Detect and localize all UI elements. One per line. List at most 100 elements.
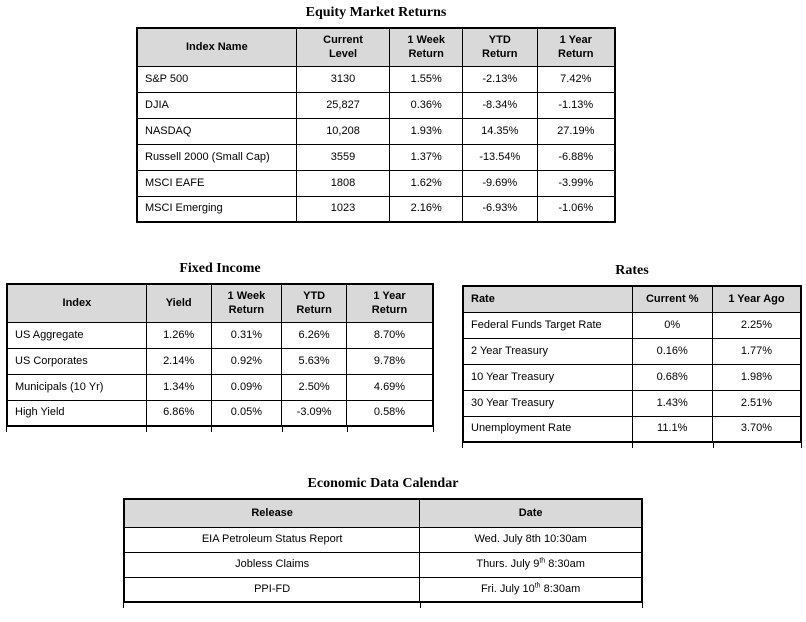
fixed-row-municipals: Municipals (10 Yr) 1.34% 0.09% 2.50% 4.6… [6,373,434,401]
date-text: Thurs. July 9 [476,558,540,570]
value-cell: 1.62% [389,169,463,197]
rates-col-1year-ago: 1 Year Ago [711,285,802,313]
equity-col-current-level: Current Level [295,27,391,67]
row-label-cell: 10 Year Treasury [462,363,633,391]
value-cell: 0% [631,311,713,339]
value-cell: -13.54% [462,143,538,171]
value-cell: 10,208 [295,117,391,145]
value-cell: 1.98% [711,363,802,391]
economic-calendar-table: Release Date EIA Petroleum Status Report… [123,498,643,603]
value-cell: -6.93% [462,195,538,223]
fixed-row-us-corporates: US Corporates 2.14% 0.92% 5.63% 9.78% [6,347,434,375]
row-label-cell: Unemployment Rate [462,415,633,443]
value-cell: 3.70% [711,415,802,443]
value-cell: 1.26% [145,321,212,349]
value-cell: 5.63% [281,347,347,375]
rates-col-rate: Rate [462,285,633,313]
rates-table: Rate Current % 1 Year Ago Federal Funds … [462,285,802,443]
fixed-income-section: Fixed Income Index Yield 1 Week Return Y… [6,261,434,432]
date-text: 8:30am [545,558,585,570]
equity-row-sp500: S&P 500 3130 1.55% -2.13% 7.42% [136,65,616,93]
equity-row-russell2000: Russell 2000 (Small Cap) 3559 1.37% -13.… [136,143,616,171]
value-cell: 0.36% [389,91,463,119]
value-cell: 0.58% [346,399,434,427]
equity-col-ytd-return: YTD Return [462,27,538,67]
value-cell: 14.35% [462,117,538,145]
rates-row-10yr-treasury: 10 Year Treasury 0.68% 1.98% [462,363,802,391]
release-cell: Jobless Claims [123,551,421,578]
date-text: Wed. July 8th 10:30am [474,533,587,545]
fixed-col-1week-return: 1 Week Return [210,283,283,323]
rates-header-row: Rate Current % 1 Year Ago [462,285,802,313]
value-cell: 2.16% [389,195,463,223]
fixed-row-high-yield: High Yield 6.86% 0.05% -3.09% 0.58% [6,399,434,427]
value-cell: 27.19% [536,117,616,145]
fixed-col-index: Index [6,283,147,323]
value-cell: -3.09% [281,399,347,427]
rates-row-2yr-treasury: 2 Year Treasury 0.16% 1.77% [462,337,802,365]
row-label-cell: US Aggregate [6,321,147,349]
value-cell: 1808 [295,169,391,197]
date-cell: Fri. July 10th 8:30am [419,576,643,603]
calendar-col-release: Release [123,498,421,528]
value-cell: 0.92% [210,347,283,375]
value-cell: -9.69% [462,169,538,197]
date-cell: Thurs. July 9th 8:30am [419,551,643,578]
rates-col-current: Current % [631,285,713,313]
value-cell: 1.43% [631,389,713,417]
row-label-cell: 30 Year Treasury [462,389,633,417]
value-cell: 8.70% [346,321,434,349]
date-text: Fri. July 10 [480,582,535,595]
value-cell: 4.69% [346,373,434,401]
row-label-cell: DJIA [136,91,297,119]
economic-calendar-title: Economic Data Calendar [307,476,459,491]
equity-returns-table: Index Name Current Level 1 Week Return Y… [136,27,616,223]
value-cell: 0.31% [210,321,283,349]
fixed-income-table: Index Yield 1 Week Return YTD Return 1 Y… [6,283,434,427]
equity-col-1year-return: 1 Year Return [536,27,616,67]
equity-row-msci-emerging: MSCI Emerging 1023 2.16% -6.93% -1.06% [136,195,616,223]
equity-col-index-name: Index Name [136,27,297,67]
rates-title: Rates [615,263,649,278]
value-cell: 1.93% [389,117,463,145]
rates-table-bottom-stub [462,443,802,448]
value-cell: 0.09% [210,373,283,401]
value-cell: 1.34% [145,373,212,401]
calendar-table-bottom-stub [123,603,643,608]
calendar-row-ppi-fd: PPI-FD Fri. July 10th 8:30am [123,576,643,603]
value-cell: -3.99% [536,169,616,197]
fixed-income-header-row: Index Yield 1 Week Return YTD Return 1 Y… [6,283,434,323]
row-label-cell: MSCI EAFE [136,169,297,197]
value-cell: 25,827 [295,91,391,119]
calendar-header-row: Release Date [123,498,643,528]
equity-header-row: Index Name Current Level 1 Week Return Y… [136,27,616,67]
value-cell: 3559 [295,143,391,171]
value-cell: 3130 [295,65,391,93]
equity-col-1week-return: 1 Week Return [389,27,463,67]
row-label-cell: NASDAQ [136,117,297,145]
calendar-row-eia-petroleum: EIA Petroleum Status Report Wed. July 8t… [123,526,643,553]
rates-row-30yr-treasury: 30 Year Treasury 1.43% 2.51% [462,389,802,417]
value-cell: 11.1% [631,415,713,443]
row-label-cell: High Yield [6,399,147,427]
value-cell: 6.26% [281,321,347,349]
value-cell: 6.86% [145,399,212,427]
row-label-cell: MSCI Emerging [136,195,297,223]
value-cell: 2.51% [711,389,802,417]
date-ordinal-sup: th [539,557,546,565]
value-cell: 0.16% [631,337,713,365]
value-cell: 2.14% [145,347,212,375]
row-label-cell: Russell 2000 (Small Cap) [136,143,297,171]
equity-row-msci-eafe: MSCI EAFE 1808 1.62% -9.69% -3.99% [136,169,616,197]
value-cell: 2.50% [281,373,347,401]
calendar-col-date: Date [419,498,643,528]
date-ordinal-sup: th [534,582,541,590]
value-cell: 9.78% [346,347,434,375]
value-cell: -1.06% [536,195,616,223]
equity-row-nasdaq: NASDAQ 10,208 1.93% 14.35% 27.19% [136,117,616,145]
value-cell: 0.68% [631,363,713,391]
fixed-income-title: Fixed Income [179,261,261,276]
rates-row-unemployment: Unemployment Rate 11.1% 3.70% [462,415,802,443]
value-cell: -1.13% [536,91,616,119]
